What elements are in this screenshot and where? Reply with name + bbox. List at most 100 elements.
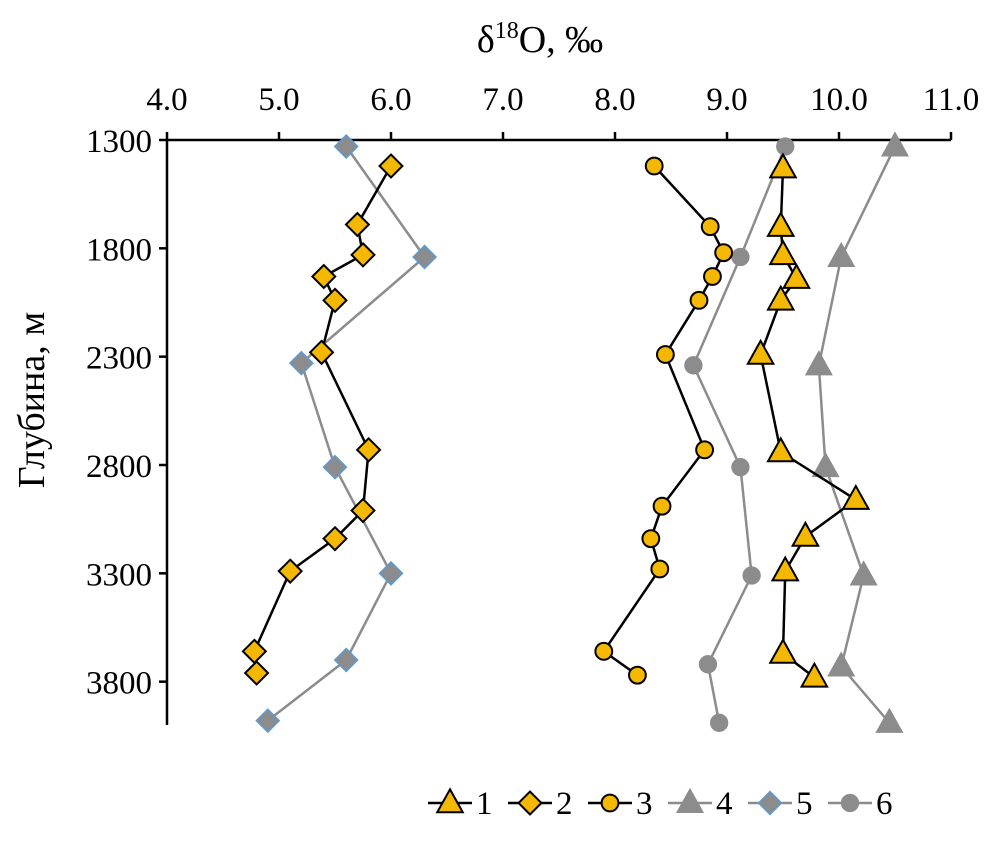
y-tick-label: 1300	[86, 124, 152, 160]
x-tick-label: 6.0	[370, 82, 411, 118]
data-point-circle	[742, 566, 761, 585]
series-line	[267, 145, 427, 722]
data-point-triangle	[827, 651, 856, 677]
data-point-triangle	[799, 661, 829, 688]
legend-label: 2	[556, 786, 573, 822]
legend-item-6: 6	[828, 786, 893, 822]
data-point-diamond	[378, 560, 404, 586]
data-point-diamond	[308, 339, 335, 366]
series-line	[817, 145, 897, 724]
y-tick-label: 3300	[86, 557, 152, 593]
legend-item-1: 1	[428, 786, 493, 822]
x-tick-label: 7.0	[482, 82, 523, 118]
y-tick-labels: 1300 1800 2300 2800 3300 3800	[86, 124, 152, 702]
legend-item-5: 5	[748, 786, 813, 822]
data-point-diamond	[412, 244, 438, 270]
legend-label: 5	[796, 786, 813, 822]
data-point-circle	[641, 529, 661, 549]
data-point-triangle	[790, 520, 820, 547]
data-point-triangle	[770, 555, 800, 582]
x-tick-label: 9.0	[706, 82, 747, 118]
data-point-diamond	[243, 660, 270, 686]
data-point-circle	[594, 641, 614, 661]
x-tick-label: 8.0	[594, 82, 635, 118]
x-axis-title-rest: O, ‰	[519, 19, 603, 61]
data-point-triangle	[768, 239, 798, 266]
data-point-circle	[731, 247, 750, 267]
x-tick-label: 5.0	[258, 82, 299, 118]
data-point-diamond	[757, 790, 783, 816]
data-point-diamond	[288, 350, 314, 376]
data-point-triangle	[766, 436, 796, 463]
series-line	[253, 165, 393, 674]
data-point-circle	[840, 793, 860, 813]
data-point-circle	[695, 440, 714, 460]
axes-group	[159, 132, 953, 725]
legend-item-4: 4	[668, 786, 733, 822]
series-4	[804, 131, 910, 733]
legend-label: 6	[876, 786, 893, 822]
data-point-triangle	[875, 707, 904, 733]
data-point-triangle	[849, 560, 878, 586]
data-point-diamond	[241, 638, 268, 665]
y-axis-title: Глубина, м	[11, 312, 53, 489]
data-point-diamond	[255, 708, 281, 734]
data-point-triangle	[768, 637, 798, 664]
x-tick-label: 4.0	[146, 82, 187, 118]
data-point-circle	[689, 290, 709, 310]
data-point-circle	[710, 713, 729, 732]
data-point-circle	[644, 156, 664, 176]
data-point-circle	[703, 267, 722, 286]
data-point-diamond	[333, 133, 359, 160]
series-layer	[241, 131, 910, 734]
legend-label: 4	[716, 786, 733, 822]
y-tick-label: 2800	[86, 449, 152, 485]
data-point-diamond	[333, 647, 359, 673]
x-tick-label: 10.0	[810, 82, 868, 118]
series-2	[241, 153, 404, 686]
series-line	[602, 165, 726, 677]
data-point-triangle	[435, 787, 465, 814]
data-point-triangle	[827, 241, 856, 267]
data-point-diamond	[322, 287, 348, 314]
x-axis-title-main: δ	[477, 19, 495, 61]
data-point-triangle	[841, 483, 871, 510]
data-point-diamond	[310, 263, 337, 290]
x-tick-labels: 4.0 5.0 6.0 7.0 8.0 9.0 10.0 11.0	[146, 82, 979, 118]
data-point-diamond	[277, 558, 304, 585]
data-point-diamond	[350, 241, 376, 268]
data-point-triangle	[804, 350, 833, 376]
data-point-diamond	[344, 211, 371, 238]
data-point-circle	[698, 655, 718, 674]
data-point-triangle	[746, 338, 776, 365]
data-point-triangle	[811, 451, 840, 478]
data-point-circle	[628, 665, 647, 685]
data-point-triangle	[766, 210, 796, 237]
data-point-diamond	[350, 497, 376, 524]
data-point-circle	[731, 458, 750, 477]
data-point-diamond	[517, 790, 543, 816]
data-point-diamond	[322, 454, 348, 480]
data-point-triangle	[766, 284, 796, 311]
data-point-diamond	[378, 153, 404, 179]
y-tick-label: 3800	[86, 666, 152, 702]
data-point-circle	[776, 137, 795, 156]
data-point-circle	[656, 345, 675, 364]
data-point-circle	[600, 793, 620, 813]
y-tick-label: 2300	[86, 341, 152, 377]
legend-item-3: 3	[588, 786, 653, 822]
data-point-triangle	[880, 131, 910, 157]
data-point-triangle	[768, 152, 798, 179]
y-tick-label: 1800	[86, 232, 152, 268]
data-point-circle	[684, 356, 703, 375]
legend-label: 1	[476, 786, 493, 822]
data-point-diamond	[355, 436, 382, 463]
data-point-circle	[714, 243, 734, 263]
data-point-circle	[700, 217, 720, 237]
data-point-circle	[652, 496, 672, 516]
data-point-triangle	[675, 787, 705, 813]
x-axis-title: δ18O, ‰	[477, 18, 603, 61]
series-6	[684, 137, 795, 732]
data-point-triangle	[781, 262, 811, 289]
